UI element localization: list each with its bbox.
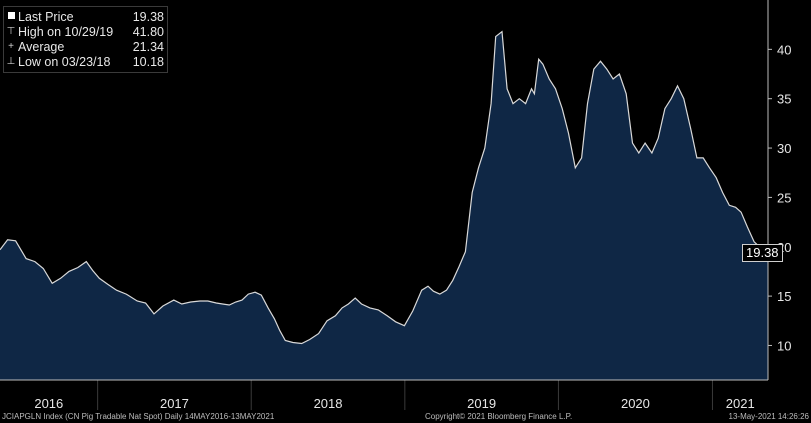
x-tick-label: 2021 — [726, 396, 755, 411]
y-tick-label: 40 — [777, 42, 791, 57]
legend-last-price: Last Price 19.38 — [4, 9, 167, 24]
footer-timestamp: 13-May-2021 14:26:26 — [728, 412, 810, 421]
legend: Last Price 19.38 ⊤ High on 10/29/19 41.8… — [3, 6, 168, 73]
footer: JCIAPGLN Index (CN Pig Tradable Nat Spot… — [0, 411, 811, 423]
legend-low-label: Low on 03/23/18 — [18, 54, 111, 69]
legend-high-value: 41.80 — [132, 24, 164, 39]
x-tick-label: 2017 — [160, 396, 189, 411]
legend-low-value: 10.18 — [132, 54, 164, 69]
price-area-fill — [0, 31, 768, 380]
y-tick-label: 30 — [777, 141, 791, 156]
year-grid-lines — [97, 380, 713, 410]
footer-ticker-info: JCIAPGLN Index (CN Pig Tradable Nat Spot… — [2, 412, 275, 421]
y-tick-label: 25 — [777, 190, 791, 205]
low-marker-icon: ⊥ — [6, 56, 16, 67]
footer-copyright: Copyright© 2021 Bloomberg Finance L.P. — [425, 412, 573, 421]
y-tick-label: 10 — [777, 338, 791, 353]
last-price-marker: 19.38 — [742, 243, 783, 262]
price-line — [0, 30, 769, 345]
x-tick-label: 2020 — [621, 396, 650, 411]
y-tick-label: 15 — [777, 289, 791, 304]
square-marker-icon — [4, 11, 18, 22]
legend-high: ⊤ High on 10/29/19 41.80 — [4, 24, 167, 39]
legend-average: + Average 21.34 — [4, 39, 167, 54]
x-axis-ticks: 2016 2017 2018 2019 2020 2021 — [34, 396, 754, 411]
legend-low: ⊥ Low on 03/23/18 10.18 — [4, 54, 167, 69]
x-tick-label: 2018 — [314, 396, 343, 411]
legend-average-label: Average — [18, 39, 65, 54]
y-tick-label: 35 — [777, 92, 791, 107]
legend-last-price-label: Last Price — [18, 9, 74, 24]
legend-average-value: 21.34 — [132, 39, 164, 54]
legend-last-price-value: 19.38 — [132, 9, 164, 24]
legend-high-label: High on 10/29/19 — [18, 24, 114, 39]
average-marker-icon: + — [8, 41, 14, 52]
x-tick-label: 2019 — [467, 396, 496, 411]
high-marker-icon: ⊤ — [6, 26, 16, 37]
x-tick-label: 2016 — [34, 396, 63, 411]
